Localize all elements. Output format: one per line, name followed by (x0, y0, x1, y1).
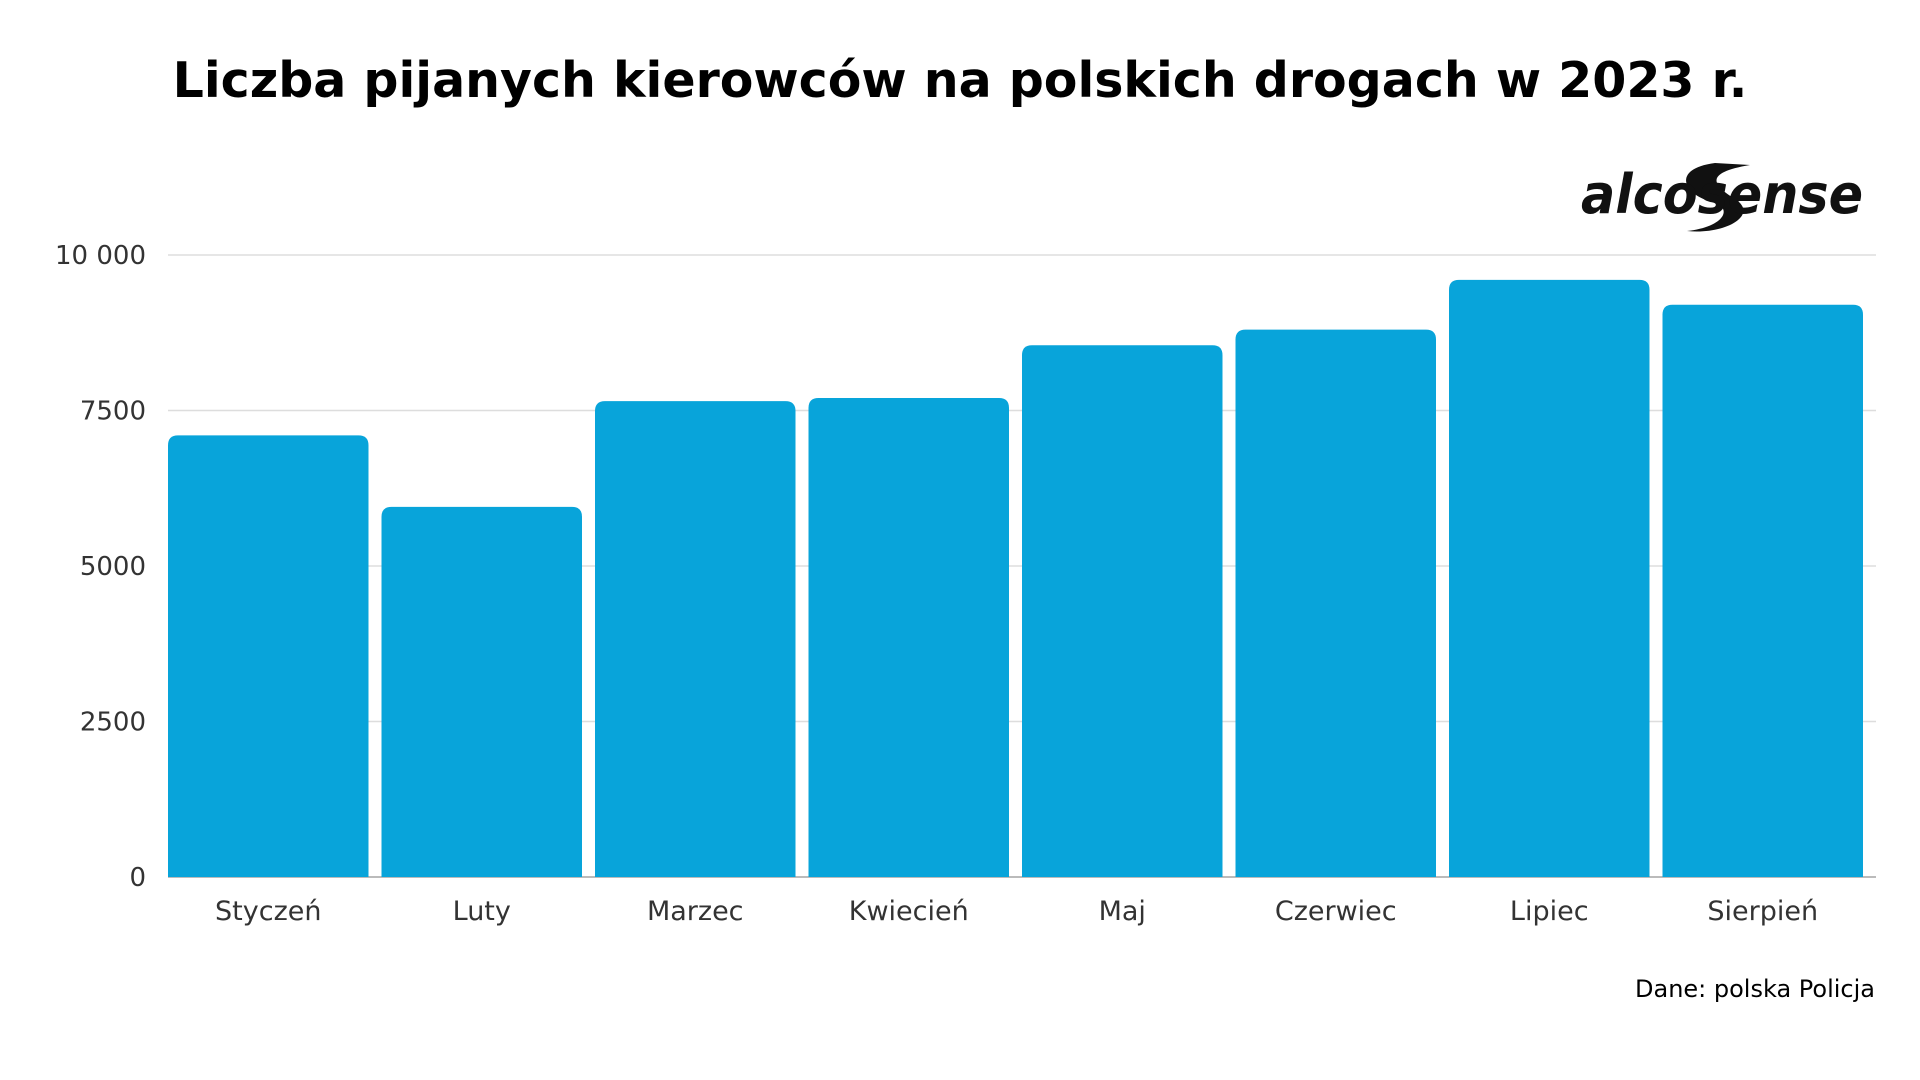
x-axis-ticks: Styczeń Luty Marzec Kwiecień Maj Czerwiec Lipi… (215, 896, 1818, 927)
y-tick-label: 5000 (80, 552, 146, 582)
y-tick-label: 0 (129, 863, 146, 893)
x-tick-label: Marzec (647, 896, 744, 927)
bar-6 (1235, 329, 1436, 877)
bar-5 (1022, 345, 1223, 877)
bar-4 (808, 398, 1009, 877)
x-tick-label: Sierpień (1707, 896, 1818, 927)
y-tick-label: 2500 (80, 708, 146, 738)
x-tick-label: Luty (453, 896, 511, 927)
bar-3 (595, 401, 796, 877)
x-tick-label: Styczeń (215, 896, 321, 927)
alcosense-logo: alcosense (1581, 163, 1863, 232)
y-axis-ticks: 0 2500 5000 7500 10 000 (55, 241, 146, 893)
source-note: Dane: polska Policja (1635, 975, 1875, 1003)
logo-wordmark: alcosense (1581, 163, 1863, 226)
x-tick-label: Czerwiec (1275, 896, 1397, 927)
x-tick-label: Maj (1099, 896, 1146, 927)
x-tick-label: Lipiec (1510, 896, 1589, 927)
logo-swoosh-icon (1686, 163, 1750, 232)
bar-8 (1662, 304, 1863, 877)
chart-title: Liczba pijanych kierowców na polskich dr… (172, 52, 1748, 109)
bar-2 (381, 506, 582, 877)
y-tick-label: 10 000 (55, 241, 146, 271)
x-tick-label: Kwiecień (849, 896, 969, 927)
bar-1 (168, 435, 369, 877)
bar-7 (1449, 279, 1650, 877)
bars (168, 279, 1863, 877)
y-tick-label: 7500 (80, 397, 146, 427)
